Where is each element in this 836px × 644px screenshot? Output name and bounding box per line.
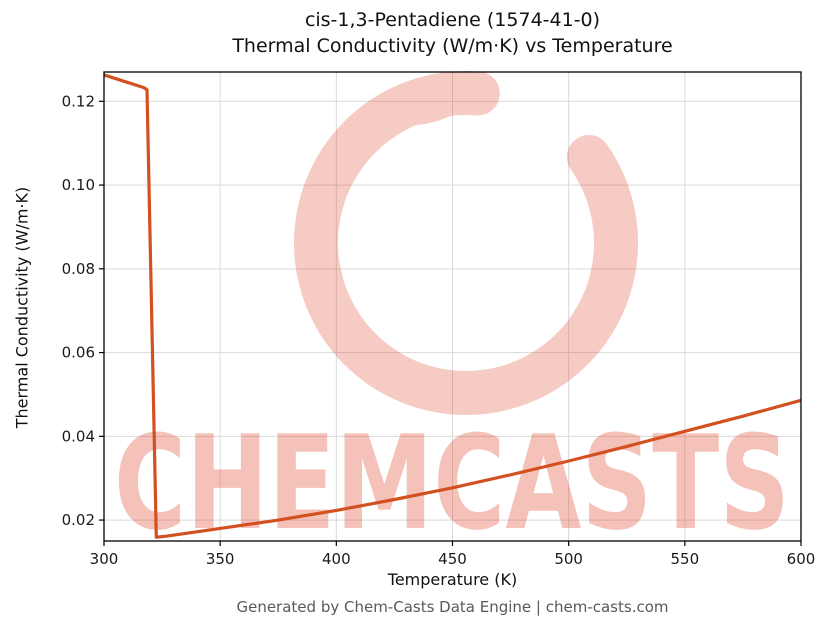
x-tick-label: 500 bbox=[554, 550, 583, 568]
y-tick-label: 0.02 bbox=[62, 511, 95, 529]
y-tick-label: 0.12 bbox=[62, 92, 95, 110]
chart-title-line1: cis-1,3-Pentadiene (1574-41-0) bbox=[304, 9, 601, 31]
x-tick-label: 450 bbox=[438, 550, 467, 568]
x-tick-label: 350 bbox=[206, 550, 235, 568]
x-tick-label: 550 bbox=[671, 550, 700, 568]
y-tick-label: 0.04 bbox=[62, 427, 95, 445]
y-axis-label: Thermal Conductivity (W/m·K) bbox=[12, 186, 32, 429]
x-tick-label: 300 bbox=[90, 550, 119, 568]
y-tick-label: 0.10 bbox=[62, 176, 95, 194]
chart-title: cis-1,3-Pentadiene (1574-41-0) Thermal C… bbox=[104, 8, 801, 59]
x-tick-label: 400 bbox=[322, 550, 351, 568]
footer-credit: Generated by Chem-Casts Data Engine | ch… bbox=[236, 598, 669, 616]
chart-title-line2: Thermal Conductivity (W/m·K) vs Temperat… bbox=[232, 34, 673, 57]
y-tick-label: 0.06 bbox=[62, 344, 95, 362]
chemcasts-logo-arc bbox=[294, 71, 638, 415]
x-axis-label: Temperature (K) bbox=[387, 570, 518, 589]
series-line-thermal-conductivity-vs-temperature bbox=[104, 73, 801, 539]
x-tick-label: 600 bbox=[787, 550, 816, 568]
y-tick-label: 0.08 bbox=[62, 260, 95, 278]
chemcasts-c-logo bbox=[294, 71, 638, 415]
chemcasts-logo-blob bbox=[387, 86, 469, 126]
